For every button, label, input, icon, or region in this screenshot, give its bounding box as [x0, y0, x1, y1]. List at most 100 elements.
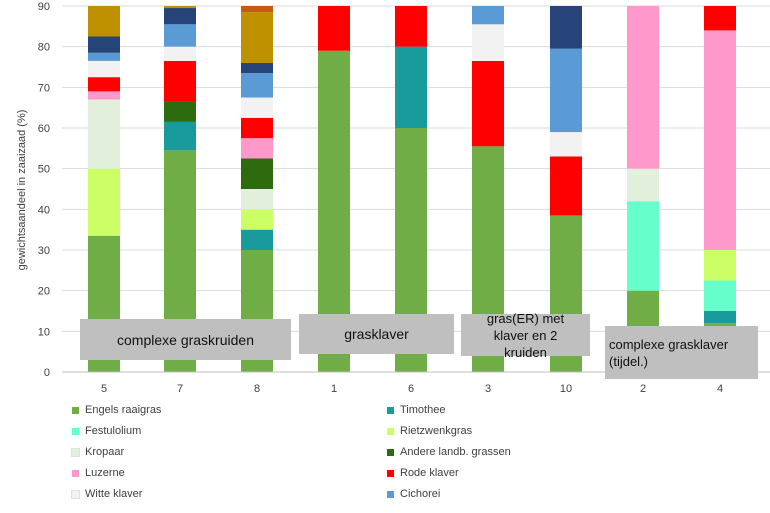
- bar-segment: [88, 91, 120, 100]
- legend-item: Rode klaver: [387, 467, 459, 479]
- group-label-text: complexe grasklaver (tijdel.): [609, 336, 729, 369]
- bar-segment: [88, 36, 120, 53]
- x-tick-label: 5: [101, 383, 107, 395]
- group-label-complexe-grasklaver-tijdel: complexe grasklaver (tijdel.): [605, 326, 758, 379]
- bar-segment: [704, 250, 736, 281]
- legend-swatch: [72, 427, 79, 435]
- legend-item: Witte klaver: [71, 488, 143, 500]
- bar-segment: [164, 46, 196, 61]
- bar-segment: [241, 189, 273, 210]
- bar-segment: [164, 6, 196, 9]
- bar-segment: [472, 24, 504, 61]
- legend-item: Festulolium: [72, 425, 141, 437]
- bar-segment: [164, 8, 196, 25]
- legend-item: Kropaar: [71, 446, 125, 458]
- legend-item: Cichorei: [387, 488, 440, 500]
- x-tick-label: 7: [177, 383, 183, 395]
- x-tick-label: 3: [485, 383, 491, 395]
- group-label-gras-met-klaver: gras(ER) met klaver en 2 kruiden: [461, 311, 590, 360]
- bar-segment: [550, 132, 582, 157]
- bar-segment: [88, 6, 120, 37]
- bar-segment: [241, 6, 273, 13]
- bar-segment: [395, 46, 427, 128]
- legend-label: Festulolium: [85, 425, 142, 437]
- x-tick-label: 6: [408, 383, 414, 395]
- bar-segment: [550, 48, 582, 133]
- legend-swatch: [71, 447, 80, 457]
- bar-segment: [241, 138, 273, 159]
- group-label-text: gras(ER) met klaver en 2 kruiden: [486, 310, 565, 360]
- x-tick-label: 2: [640, 383, 646, 395]
- x-tick-label: 1: [331, 383, 337, 395]
- legend-swatch: [387, 427, 394, 435]
- bar-segment: [627, 6, 659, 169]
- legend-swatch: [387, 469, 394, 477]
- bar-segment: [164, 24, 196, 47]
- bar-segment: [704, 6, 736, 31]
- legend-label: Timothee: [400, 404, 446, 416]
- bar-segment: [550, 6, 582, 49]
- legend-swatch: [387, 448, 394, 456]
- y-axis-label-text: gewichtsaandeel in zaaizaad (%): [16, 109, 28, 271]
- bar-segment: [318, 6, 350, 51]
- legend-label: Cichorei: [400, 488, 441, 500]
- y-tick-label: 20: [38, 286, 50, 298]
- bar-segment: [88, 60, 120, 78]
- y-tick-label: 40: [38, 204, 50, 216]
- bar-segment: [88, 77, 120, 92]
- y-tick-label: 60: [38, 123, 50, 135]
- y-tick-label: 10: [38, 326, 50, 338]
- bar-segment: [241, 158, 273, 189]
- legend-label: Kropaar: [85, 446, 125, 458]
- legend-swatch: [71, 489, 80, 499]
- legend-item: Luzerne: [72, 467, 125, 479]
- y-tick-label: 30: [38, 245, 50, 257]
- bar-segment: [550, 156, 582, 216]
- y-tick-label: 90: [38, 1, 50, 13]
- legend-swatch: [387, 490, 394, 498]
- bar-segment: [627, 168, 659, 202]
- legend-label: Rietzwenkgras: [400, 425, 473, 437]
- bar-segment: [704, 311, 736, 324]
- legend-item: Engels raaigras: [72, 404, 161, 416]
- group-label-text: grasklaver: [344, 326, 409, 342]
- x-tick-label: 8: [254, 383, 260, 395]
- legend-swatch: [72, 469, 79, 477]
- bar-segment: [88, 168, 120, 236]
- bar-segment: [241, 209, 273, 230]
- bar-segment: [704, 280, 736, 311]
- bar-segment: [241, 117, 273, 139]
- legend-swatch: [387, 406, 394, 414]
- group-label-text: complexe graskruiden: [117, 331, 254, 348]
- x-tick-label: 4: [717, 383, 723, 395]
- group-label-grasklaver: grasklaver: [299, 314, 454, 354]
- legend-swatch: [72, 406, 79, 414]
- legend-label: Witte klaver: [85, 488, 143, 500]
- bar-segment: [88, 99, 120, 169]
- y-tick-label: 50: [38, 164, 50, 176]
- legend-item: Andere landb. grassen: [387, 446, 511, 458]
- bar-segment: [627, 201, 659, 291]
- bar-segment: [241, 229, 273, 250]
- bar-segment: [627, 0, 659, 6]
- y-tick-label: 80: [38, 42, 50, 54]
- legend-item: Timothee: [387, 404, 445, 416]
- bar-segment: [241, 73, 273, 98]
- bar-segment: [241, 62, 273, 74]
- legend-item: Rietzwenkgras: [387, 425, 472, 437]
- legend-label: Andere landb. grassen: [400, 446, 511, 458]
- legend-label: Luzerne: [85, 467, 125, 479]
- bar-segment: [88, 52, 120, 61]
- y-tick-label: 0: [44, 367, 50, 379]
- bar-segment: [472, 6, 504, 25]
- bar-segment: [395, 6, 427, 47]
- bar-segment: [241, 12, 273, 63]
- legend-label: Rode klaver: [400, 467, 459, 479]
- y-tick-label: 70: [38, 82, 50, 94]
- bar-segment: [164, 60, 196, 102]
- bar-segment: [164, 101, 196, 122]
- bar-segment: [472, 60, 504, 147]
- legend-label: Engels raaigras: [85, 404, 162, 416]
- x-tick-label: 10: [560, 383, 572, 395]
